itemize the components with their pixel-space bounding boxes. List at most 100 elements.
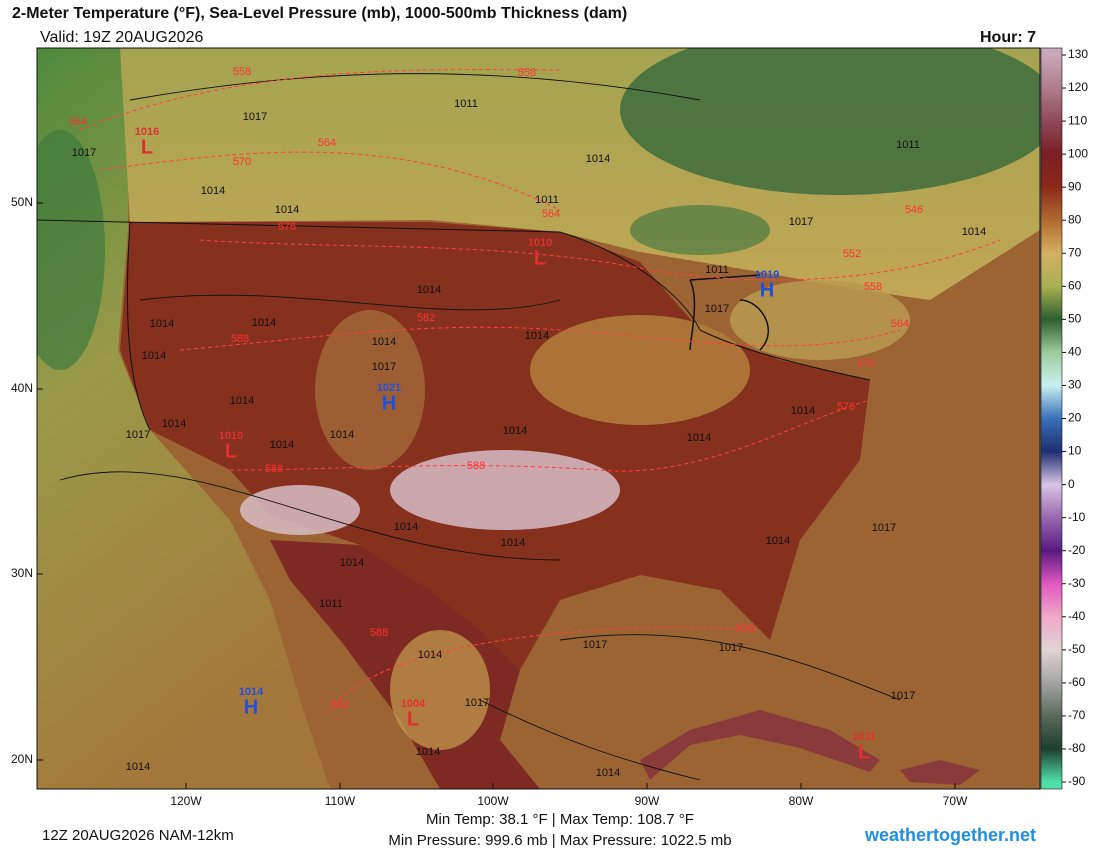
thickness-label: 570 bbox=[857, 358, 875, 370]
northeast bbox=[730, 280, 910, 360]
map-title: 2-Meter Temperature (°F), Sea-Level Pres… bbox=[12, 5, 627, 22]
isobar-label: 1014 bbox=[230, 395, 254, 407]
isobar-label: 1014 bbox=[142, 350, 166, 362]
isobar-label: 1014 bbox=[417, 284, 441, 296]
colorbar-tick-label: 10 bbox=[1068, 444, 1082, 458]
isobar-label: 1011 bbox=[705, 264, 729, 276]
thickness-label: 558 bbox=[233, 66, 251, 78]
longitude-label: 70W bbox=[943, 794, 968, 808]
thickness-label: 588 bbox=[265, 463, 283, 475]
center-pressure: 1021 bbox=[377, 382, 401, 394]
colorbar-tick-label: 30 bbox=[1068, 378, 1082, 392]
thickness-label: 546 bbox=[905, 204, 923, 216]
isobar-label: 1017 bbox=[705, 303, 729, 315]
longitude-label: 90W bbox=[635, 794, 660, 808]
isobar-label: 1014 bbox=[330, 429, 354, 441]
center-pressure: 1016 bbox=[135, 126, 159, 138]
center-symbol: L bbox=[858, 741, 870, 763]
cool-region bbox=[620, 48, 1040, 195]
colorbar-tick-label: -60 bbox=[1068, 675, 1086, 689]
site-link[interactable]: weathertogether.net bbox=[864, 825, 1036, 845]
center-symbol: L bbox=[407, 708, 419, 730]
latitude-label: 50N bbox=[11, 195, 33, 209]
colorbar-tick-label: -80 bbox=[1068, 741, 1086, 755]
center-pressure: 1004 bbox=[401, 698, 426, 710]
isobar-label: 1017 bbox=[891, 690, 915, 702]
hispaniola bbox=[900, 760, 980, 785]
longitude-label: 80W bbox=[789, 794, 814, 808]
latitude-label: 30N bbox=[11, 566, 33, 580]
thickness-label: 552 bbox=[843, 248, 861, 260]
thickness-label: 570 bbox=[233, 156, 251, 168]
isobar-label: 1017 bbox=[465, 697, 489, 709]
cool-region bbox=[37, 130, 105, 370]
center-pressure: 1019 bbox=[755, 269, 779, 281]
isobar-label: 1017 bbox=[72, 147, 96, 159]
colorbar-tick-label: -20 bbox=[1068, 543, 1086, 557]
thickness-label: 558 bbox=[864, 281, 882, 293]
thickness-label: 588 bbox=[467, 460, 485, 472]
hot-core bbox=[390, 450, 620, 530]
colorbar bbox=[1040, 47, 1063, 790]
colorbar-tick-label: 110 bbox=[1068, 113, 1087, 127]
borders bbox=[37, 219, 871, 431]
isobar-label: 1014 bbox=[340, 557, 364, 569]
thickness-label: 564 bbox=[318, 137, 336, 149]
isobar-label: 1014 bbox=[126, 761, 150, 773]
isobar-label: 1017 bbox=[719, 642, 743, 654]
isobar-label: 1014 bbox=[150, 318, 174, 330]
colorbar-tick-label: 130 bbox=[1068, 47, 1088, 61]
map-field bbox=[37, 48, 1040, 789]
colorbar-tick-label: 20 bbox=[1068, 411, 1082, 425]
isobar-label: 1017 bbox=[372, 361, 396, 373]
center-symbol: L bbox=[141, 136, 153, 158]
thickness-label: 576 bbox=[278, 221, 296, 233]
center-symbol: L bbox=[225, 440, 237, 462]
colorbar-tick-label: 40 bbox=[1068, 345, 1082, 359]
longitude-label: 110W bbox=[325, 794, 356, 808]
isobar-label: 1014 bbox=[501, 537, 525, 549]
isobar-label: 1014 bbox=[503, 425, 527, 437]
isobar-label: 1017 bbox=[872, 522, 896, 534]
colorbar-tick-label: 100 bbox=[1068, 146, 1088, 160]
isobar-label: 1014 bbox=[687, 432, 711, 444]
latitude-label: 40N bbox=[11, 381, 33, 395]
isobar-label: 1014 bbox=[394, 521, 418, 533]
thickness-label: 564 bbox=[69, 116, 87, 128]
center-pressure: 1014 bbox=[239, 686, 264, 698]
center-symbol: L bbox=[534, 247, 546, 269]
map-frame bbox=[36, 47, 1041, 790]
cool-region bbox=[630, 205, 770, 255]
thickness-label: 582 bbox=[417, 312, 435, 324]
pacific bbox=[37, 48, 330, 789]
colorbar-tick-label: 90 bbox=[1068, 179, 1082, 193]
center-pressure: 1010 bbox=[219, 430, 243, 442]
isobar-label: 1014 bbox=[275, 204, 299, 216]
center-pressure: 1010 bbox=[528, 237, 552, 249]
isobar-label: 1014 bbox=[962, 226, 986, 238]
isobar-label: 1011 bbox=[319, 598, 343, 610]
thickness-label: 588 bbox=[231, 333, 249, 345]
isobar-label: 1011 bbox=[454, 98, 478, 110]
thickness-label: 588 bbox=[370, 627, 388, 639]
isobar-label: 1017 bbox=[126, 429, 150, 441]
isobar-label: 1014 bbox=[586, 153, 610, 165]
colorbar-tick-label: -30 bbox=[1068, 576, 1086, 590]
isobar-label: 1017 bbox=[789, 216, 813, 228]
rockies bbox=[315, 310, 425, 470]
colorbar-tick-label: 80 bbox=[1068, 212, 1082, 226]
thickness-label: 582 bbox=[331, 699, 349, 711]
thickness-contours bbox=[79, 69, 1001, 711]
longitude-label: 120W bbox=[170, 794, 202, 808]
midwest bbox=[530, 315, 750, 425]
isobar-label: 1011 bbox=[535, 194, 559, 206]
colorbar-tick-label: -40 bbox=[1068, 609, 1086, 623]
isobar-label: 1014 bbox=[416, 746, 440, 758]
isobars bbox=[59, 73, 901, 781]
colorbar-tick-label: -50 bbox=[1068, 642, 1086, 656]
isobar-label: 1017 bbox=[583, 639, 607, 651]
model-run: 12Z 20AUG2026 NAM-12km bbox=[42, 827, 234, 844]
isobar-label: 1014 bbox=[372, 336, 396, 348]
colorbar-tick-label: -10 bbox=[1068, 510, 1086, 524]
